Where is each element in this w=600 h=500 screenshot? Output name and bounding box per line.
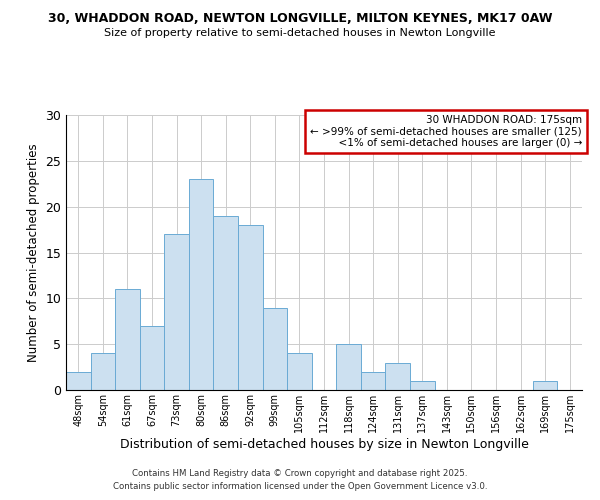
Bar: [385, 362, 410, 390]
Bar: [140, 326, 164, 390]
Bar: [115, 289, 140, 390]
Bar: [66, 372, 91, 390]
Bar: [238, 225, 263, 390]
X-axis label: Distribution of semi-detached houses by size in Newton Longville: Distribution of semi-detached houses by …: [119, 438, 529, 450]
Text: 30, WHADDON ROAD, NEWTON LONGVILLE, MILTON KEYNES, MK17 0AW: 30, WHADDON ROAD, NEWTON LONGVILLE, MILT…: [48, 12, 552, 26]
Text: 30 WHADDON ROAD: 175sqm
← >99% of semi-detached houses are smaller (125)
  <1% o: 30 WHADDON ROAD: 175sqm ← >99% of semi-d…: [310, 115, 582, 148]
Text: Size of property relative to semi-detached houses in Newton Longville: Size of property relative to semi-detach…: [104, 28, 496, 38]
Bar: [361, 372, 385, 390]
Bar: [533, 381, 557, 390]
Bar: [214, 216, 238, 390]
Bar: [410, 381, 434, 390]
Bar: [91, 354, 115, 390]
Y-axis label: Number of semi-detached properties: Number of semi-detached properties: [27, 143, 40, 362]
Bar: [336, 344, 361, 390]
Text: Contains public sector information licensed under the Open Government Licence v3: Contains public sector information licen…: [113, 482, 487, 491]
Text: Contains HM Land Registry data © Crown copyright and database right 2025.: Contains HM Land Registry data © Crown c…: [132, 468, 468, 477]
Bar: [164, 234, 189, 390]
Bar: [287, 354, 312, 390]
Bar: [189, 179, 214, 390]
Bar: [263, 308, 287, 390]
